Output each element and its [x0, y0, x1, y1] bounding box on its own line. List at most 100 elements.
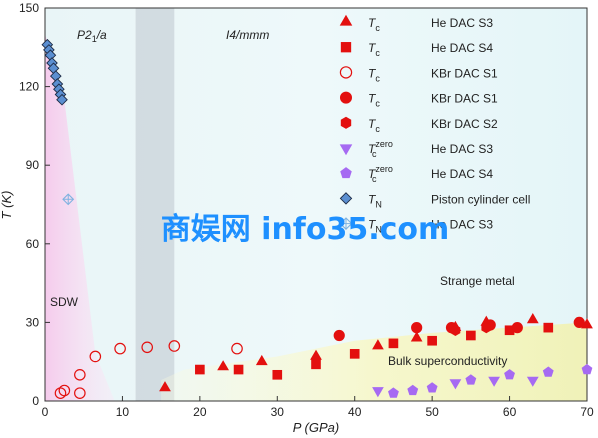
x-tick-label: 50: [425, 405, 439, 419]
data-point-tc_kbr_s1_open: [141, 341, 154, 354]
data-point-tc_kbr_s1_open: [168, 340, 181, 352]
series-tczero_he_s3: [372, 376, 539, 398]
y-tick-label: 0: [32, 394, 39, 408]
series-tczero_he_s4: [388, 363, 593, 398]
legend-label-tc_kbr_s1_open: KBr DAC S1: [431, 66, 498, 80]
legend-symbol-tc_he_s3: Tc: [368, 16, 380, 33]
legend-marker-tczero_he_s4: [340, 167, 352, 179]
legend-label-tc_kbr_s1: KBr DAC S1: [431, 92, 498, 106]
legend-marker-tn_piston: [339, 192, 353, 205]
y-axis: 0 30 60 90 120 150: [19, 1, 50, 408]
x-tick-label: 70: [580, 405, 594, 419]
legend-marker-tczero_he_s3: [339, 144, 353, 156]
legend-symbol-tn_he_s3: TN: [368, 218, 382, 235]
data-point-tczero_he_s4: [542, 366, 554, 377]
data-point-tc_he_s4: [466, 330, 476, 341]
region-label-strange-metal: Strange metal: [440, 274, 515, 288]
legend-label-tczero_he_s4: He DAC S4: [431, 167, 493, 181]
legend-symbol-tn_piston: TN: [368, 192, 382, 209]
data-point-tc_he_s3: [526, 313, 539, 324]
legend-label-tc_kbr_s2: KBr DAC S2: [431, 117, 498, 131]
y-tick-label: 30: [26, 315, 40, 329]
legend-symbol-tc_kbr_s1: Tc: [368, 92, 380, 109]
x-axis-title: P (GPa): [293, 420, 339, 435]
x-tick-label: 60: [503, 405, 517, 419]
data-point-tc_he_s3: [255, 354, 268, 366]
series-tc_kbr_s2: [450, 321, 492, 336]
x-axis: 0 10 20 30 40 50 60 70: [42, 396, 594, 419]
series-tn_he_s3: [62, 193, 75, 206]
watermark: 商娱网 info35.com: [161, 212, 450, 247]
data-point-tc_he_s3: [217, 360, 229, 371]
data-point-tc_he_s4: [543, 322, 554, 333]
data-point-tc_kbr_s1_open: [58, 384, 71, 397]
legend-symbol-tczero_he_s3: Tzero c: [368, 139, 393, 159]
data-point-tc_he_s4: [233, 364, 244, 375]
legend-marker-tc_kbr_s2: [340, 116, 352, 129]
x-tick-label: 10: [116, 405, 130, 419]
y-tick-label: 90: [26, 158, 40, 172]
data-point-tczero_he_s4: [581, 363, 593, 375]
legend-marker-tn_he_s3: [339, 217, 353, 230]
y-axis-title: T (K): [0, 191, 14, 220]
region-label-p21a: P21/a: [77, 28, 107, 44]
data-point-tczero_he_s4: [504, 369, 515, 380]
data-point-tc_kbr_s1_open: [114, 342, 126, 355]
data-point-tc_he_s4: [272, 369, 283, 380]
data-point-tc_he_s4: [427, 335, 437, 346]
x-tick-label: 30: [271, 405, 285, 419]
legend-symbol-tc_he_s4: Tc: [368, 41, 380, 58]
data-point-tn_piston: [56, 93, 68, 106]
data-point-tc_he_s4: [311, 359, 321, 370]
data-point-tc_kbr_s1: [573, 316, 585, 328]
data-point-tczero_he_s3: [449, 379, 462, 390]
data-point-tc_kbr_s1_open: [74, 368, 86, 381]
series-tc_kbr_s1_open: [54, 340, 243, 399]
data-point-tczero_he_s4: [465, 374, 477, 385]
data-series: [41, 38, 593, 399]
region-label-sdw: SDW: [50, 295, 79, 309]
sdw-region: [45, 34, 115, 401]
legend-label-tczero_he_s3: He DAC S3: [431, 142, 493, 156]
legend: Tc He DAC S3 Tc He DAC S4 Tc KBr DAC S1 Tc KBr …: [339, 14, 530, 235]
y-tick-label: 60: [26, 237, 40, 251]
legend-label-tc_he_s4: He DAC S4: [431, 41, 493, 55]
plot-area: [45, 8, 587, 401]
bulk-superconductivity-region: [161, 322, 587, 401]
legend-symbol-tc_kbr_s1_open: Tc: [368, 66, 380, 83]
data-point-tc_kbr_s2: [481, 321, 492, 334]
data-point-tc_kbr_s1_open: [89, 350, 102, 363]
plot-frame: [44, 7, 588, 402]
legend-label-tn_piston: Piston cylinder cell: [431, 192, 530, 206]
data-point-tc_he_s4: [349, 349, 360, 359]
data-point-tn_he_s3: [62, 193, 75, 206]
x-tick-label: 40: [348, 405, 362, 419]
data-point-tc_he_s3: [159, 381, 171, 392]
data-point-tc_kbr_s1: [333, 329, 345, 342]
data-point-tczero_he_s3: [488, 376, 500, 387]
legend-label-tn_he_s3: He DAC S3: [431, 218, 493, 232]
data-point-tc_he_s3: [310, 349, 322, 360]
legend-marker-tc_he_s4: [340, 42, 352, 53]
data-point-tczero_he_s3: [526, 376, 539, 387]
y-tick-label: 120: [19, 80, 39, 94]
legend-marker-tc_kbr_s1: [339, 91, 352, 104]
series-tc_he_s4: [195, 322, 554, 380]
region-label-i4mmm: I4/mmm: [226, 28, 269, 42]
data-point-tc_kbr_s1: [411, 322, 423, 334]
legend-label-tc_he_s3: He DAC S3: [431, 16, 493, 30]
data-point-tc_he_s3: [372, 339, 384, 350]
data-point-tczero_he_s3: [372, 387, 384, 398]
phase-transition-band: [135, 8, 175, 401]
legend-symbol-tc_kbr_s2: Tc: [368, 117, 380, 134]
x-tick-label: 20: [193, 405, 207, 419]
legend-marker-tc_he_s3: [339, 14, 353, 26]
region-label-bulk-superconductivity: Bulk superconductivity: [388, 354, 507, 368]
data-point-tc_kbr_s1: [511, 322, 523, 334]
data-point-tc_kbr_s2: [450, 324, 461, 336]
y-tick-label: 150: [19, 1, 39, 15]
data-point-tc_kbr_s1_open: [74, 387, 86, 399]
data-point-tczero_he_s4: [407, 384, 419, 396]
data-point-tc_kbr_s1_open: [231, 342, 243, 355]
